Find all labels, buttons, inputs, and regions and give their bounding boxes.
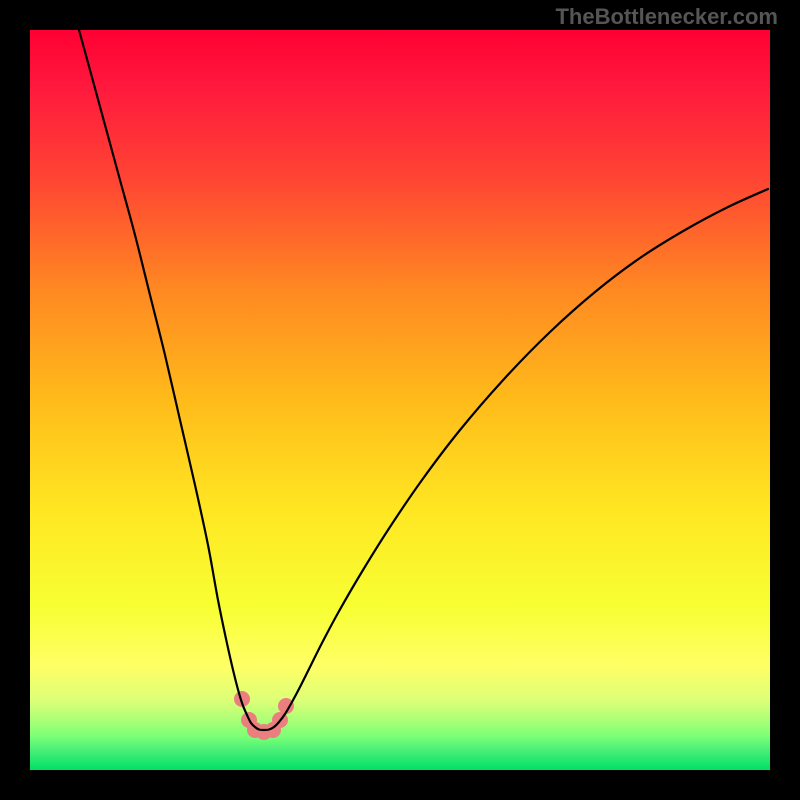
v-curve — [79, 30, 768, 730]
chart-svg — [30, 30, 770, 770]
plot-area — [30, 30, 770, 770]
watermark-text: TheBottlenecker.com — [555, 4, 778, 30]
